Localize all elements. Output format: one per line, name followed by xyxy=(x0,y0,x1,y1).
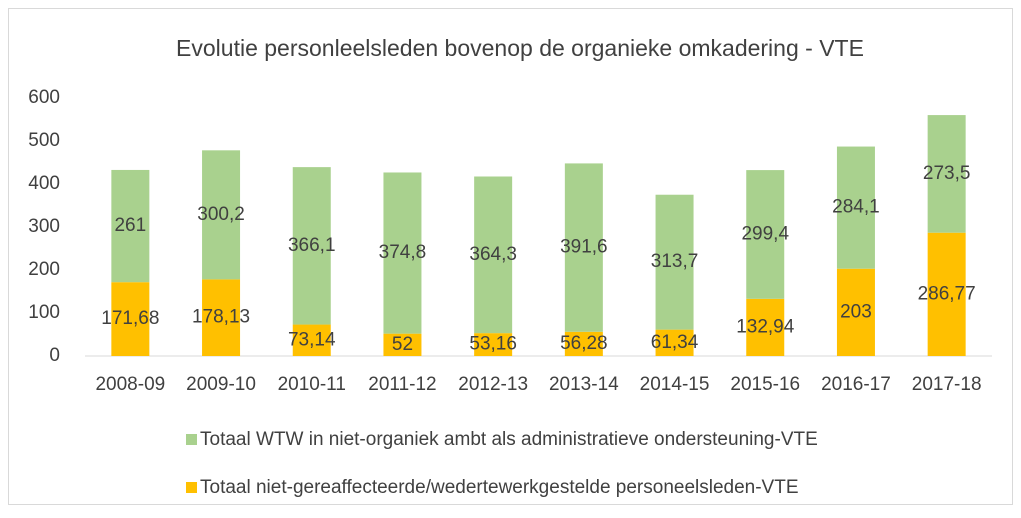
data-label: 391,6 xyxy=(560,237,608,258)
x-tick-label: 2009-10 xyxy=(186,374,256,395)
data-label: 203 xyxy=(840,301,872,322)
bar-segment xyxy=(111,169,150,283)
bar-segment xyxy=(474,333,513,356)
bar-segment xyxy=(836,146,875,269)
data-label: 300,2 xyxy=(197,204,245,225)
data-label: 171,68 xyxy=(101,308,159,329)
legend-label: Totaal WTW in niet-organiek ambt als adm… xyxy=(200,429,818,450)
bar-segment xyxy=(746,298,785,356)
data-label: 261 xyxy=(114,215,146,236)
x-tick-label: 2013-14 xyxy=(549,374,619,395)
data-label: 132,94 xyxy=(736,316,795,337)
data-label: 366,1 xyxy=(288,235,336,256)
y-tick-label: 300 xyxy=(28,216,60,237)
legend-swatch xyxy=(186,482,197,493)
data-label: 73,14 xyxy=(288,329,336,350)
bar-segment xyxy=(383,333,422,356)
bar-segment xyxy=(202,279,241,356)
bar-segment xyxy=(383,172,422,334)
x-tick-label: 2014-15 xyxy=(640,374,710,395)
bar-segment xyxy=(474,176,513,334)
legend-swatch xyxy=(186,434,197,445)
bar-segment xyxy=(836,268,875,356)
x-tick-label: 2012-13 xyxy=(458,374,528,395)
x-tick-label: 2015-16 xyxy=(730,374,800,395)
bar-segment xyxy=(927,115,966,233)
bar-segment xyxy=(202,150,241,280)
data-label: 53,16 xyxy=(469,334,517,355)
data-label: 286,77 xyxy=(918,283,976,304)
bar-segment xyxy=(746,170,785,299)
bar-segment xyxy=(292,324,331,356)
y-tick-label: 200 xyxy=(28,259,60,280)
chart-title: Evolutie personleelsleden bovenop de org… xyxy=(176,35,864,61)
x-tick-label: 2010-11 xyxy=(278,374,346,395)
data-label: 313,7 xyxy=(651,251,699,272)
bar-segment xyxy=(564,331,603,356)
data-label: 178,13 xyxy=(192,307,250,328)
data-label: 374,8 xyxy=(379,242,427,263)
data-label: 56,28 xyxy=(560,333,608,354)
data-label: 284,1 xyxy=(832,197,880,218)
bar-segment xyxy=(111,282,150,356)
x-tick-label: 2008-09 xyxy=(95,374,165,395)
x-tick-label: 2017-18 xyxy=(912,374,982,395)
bar-segment xyxy=(292,167,331,325)
bar-segment xyxy=(927,232,966,356)
x-tick-label: 2011-12 xyxy=(368,374,436,395)
data-label: 273,5 xyxy=(923,163,971,184)
legend-label: Totaal niet-gereaffecteerde/wedertewerkg… xyxy=(200,477,799,498)
data-label: 61,34 xyxy=(651,332,699,353)
bar-segment xyxy=(655,194,694,330)
y-tick-label: 600 xyxy=(28,87,60,108)
y-tick-label: 0 xyxy=(49,345,60,366)
y-tick-label: 100 xyxy=(28,302,60,323)
data-label: 299,4 xyxy=(741,223,789,244)
bar-segment xyxy=(564,163,603,332)
x-tick-label: 2016-17 xyxy=(821,374,891,395)
data-label: 52 xyxy=(392,334,413,355)
bar-segment xyxy=(655,329,694,356)
data-label: 364,3 xyxy=(469,244,517,265)
y-tick-label: 500 xyxy=(28,130,60,151)
y-tick-label: 400 xyxy=(28,173,60,194)
